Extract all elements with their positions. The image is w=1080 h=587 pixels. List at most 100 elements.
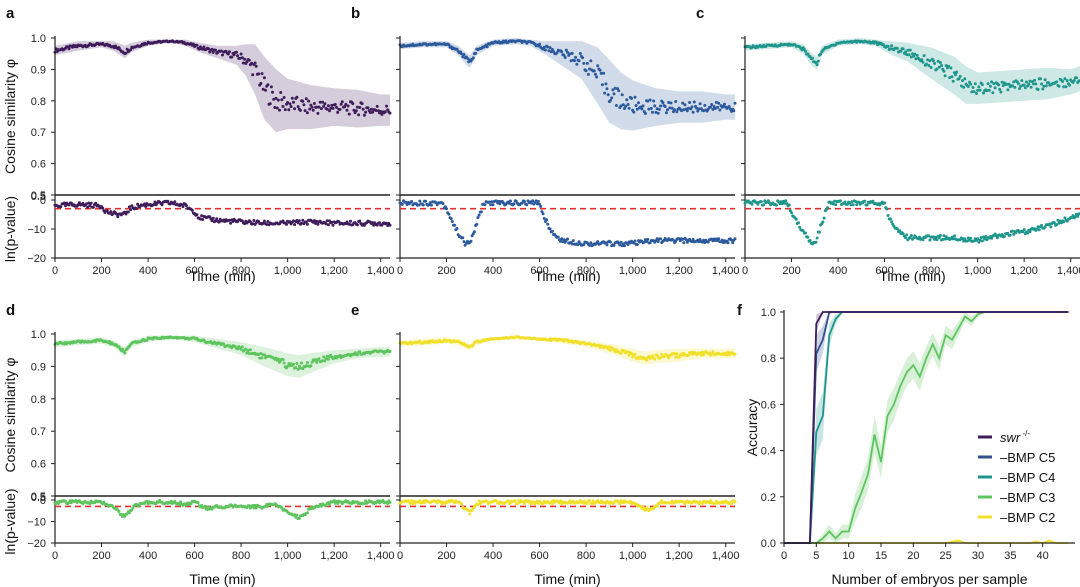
similarity-point: [573, 59, 576, 63]
similarity-point: [647, 107, 651, 111]
similarity-point: [286, 364, 290, 368]
similarity-point: [262, 353, 266, 357]
similarity-point: [1013, 85, 1017, 89]
pvalue-point: [935, 238, 939, 242]
pvalue-point: [86, 205, 90, 209]
similarity-point: [888, 47, 892, 51]
pvalue-point: [520, 201, 524, 205]
similarity-point: [547, 49, 551, 53]
similarity-point: [631, 355, 635, 359]
similarity-point: [920, 58, 924, 62]
pvalue-point: [472, 505, 476, 509]
pvalue-point: [1037, 228, 1041, 232]
similarity-point: [978, 88, 982, 92]
similarity-point: [317, 357, 321, 361]
similarity-point: [280, 98, 284, 102]
similarity-point: [652, 99, 656, 103]
pvalue-point: [410, 200, 414, 203]
pvalue-point: [612, 501, 616, 505]
pvalue-point: [863, 199, 867, 203]
pvalue-point: [938, 234, 942, 237]
y-tick-label: 0.0: [761, 538, 776, 550]
similarity-point: [322, 355, 326, 359]
pvalue-point: [411, 502, 415, 505]
pvalue-point: [943, 237, 947, 241]
similarity-point: [966, 85, 970, 88]
pvalue-point: [804, 231, 807, 235]
similarity-point: [259, 81, 263, 85]
similarity-point: [595, 75, 599, 79]
similarity-point: [683, 103, 687, 107]
pvalue-point: [81, 201, 85, 205]
similarity-point: [564, 48, 568, 52]
pvalue-point: [1043, 225, 1047, 229]
pvalue-point: [691, 237, 695, 241]
pvalue-point: [656, 240, 660, 243]
pvalue-point: [513, 499, 517, 503]
pvalue-point: [455, 227, 459, 230]
pvalue-point: [196, 501, 200, 505]
similarity-point: [1042, 84, 1046, 88]
x-tick-label: 800: [232, 550, 250, 562]
similarity-point: [664, 111, 668, 115]
similarity-point: [707, 351, 711, 355]
pvalue-point: [849, 203, 853, 207]
similarity-point: [623, 107, 626, 110]
pvalue-point: [582, 243, 586, 246]
similarity-point: [358, 106, 362, 109]
pvalue-point: [491, 203, 495, 207]
pvalue-point: [101, 206, 105, 210]
pvalue-point: [961, 237, 964, 241]
similarity-point: [375, 104, 379, 108]
pvalue-point: [445, 207, 448, 211]
similarity-point: [566, 50, 569, 54]
pvalue-point: [330, 220, 334, 224]
pvalue-point: [326, 223, 330, 227]
similarity-point: [1005, 82, 1009, 86]
pvalue-point: [1055, 223, 1059, 227]
similarity-point: [228, 50, 231, 54]
pvalue-point: [460, 502, 464, 506]
similarity-point: [302, 103, 306, 107]
pvalue-point: [905, 233, 909, 237]
similarity-point: [699, 353, 703, 357]
pvalue-point: [217, 220, 221, 224]
x-tick-label: 1,200: [320, 265, 348, 277]
similarity-point: [666, 108, 669, 112]
similarity-point: [1040, 82, 1044, 86]
y-axis-label-bottom: ln(p-value): [2, 196, 18, 262]
x-tick-label: 15: [875, 550, 887, 562]
pvalue-point: [137, 504, 141, 508]
x-tick-label: 1,400: [367, 550, 395, 562]
similarity-point: [321, 100, 324, 104]
similarity-point: [586, 72, 590, 76]
pvalue-point: [794, 217, 798, 221]
similarity-point: [1061, 79, 1065, 83]
pvalue-point: [542, 217, 546, 220]
similarity-point: [619, 351, 623, 355]
pvalue-point: [325, 219, 329, 223]
similarity-point: [241, 61, 245, 65]
similarity-point: [624, 104, 628, 108]
similarity-point: [538, 42, 542, 46]
similarity-point: [344, 102, 348, 106]
similarity-point: [935, 67, 939, 71]
similarity-point: [279, 91, 283, 94]
similarity-point: [357, 113, 361, 117]
similarity-point: [1006, 88, 1010, 92]
similarity-point: [606, 93, 610, 97]
similarity-point: [575, 62, 579, 66]
similarity-point: [281, 105, 285, 108]
similarity-point: [582, 61, 586, 65]
pvalue-point: [927, 234, 931, 238]
pvalue-point: [854, 200, 857, 203]
similarity-point: [1001, 84, 1005, 88]
x-tick-label: 600: [875, 265, 893, 277]
similarity-point: [314, 358, 318, 362]
pvalue-point: [548, 227, 552, 231]
similarity-point: [292, 100, 295, 104]
x-tick-label: 200: [92, 550, 110, 562]
pvalue-point: [293, 513, 297, 517]
pvalue-point: [851, 203, 855, 207]
y-tick-label: −20: [27, 253, 46, 265]
